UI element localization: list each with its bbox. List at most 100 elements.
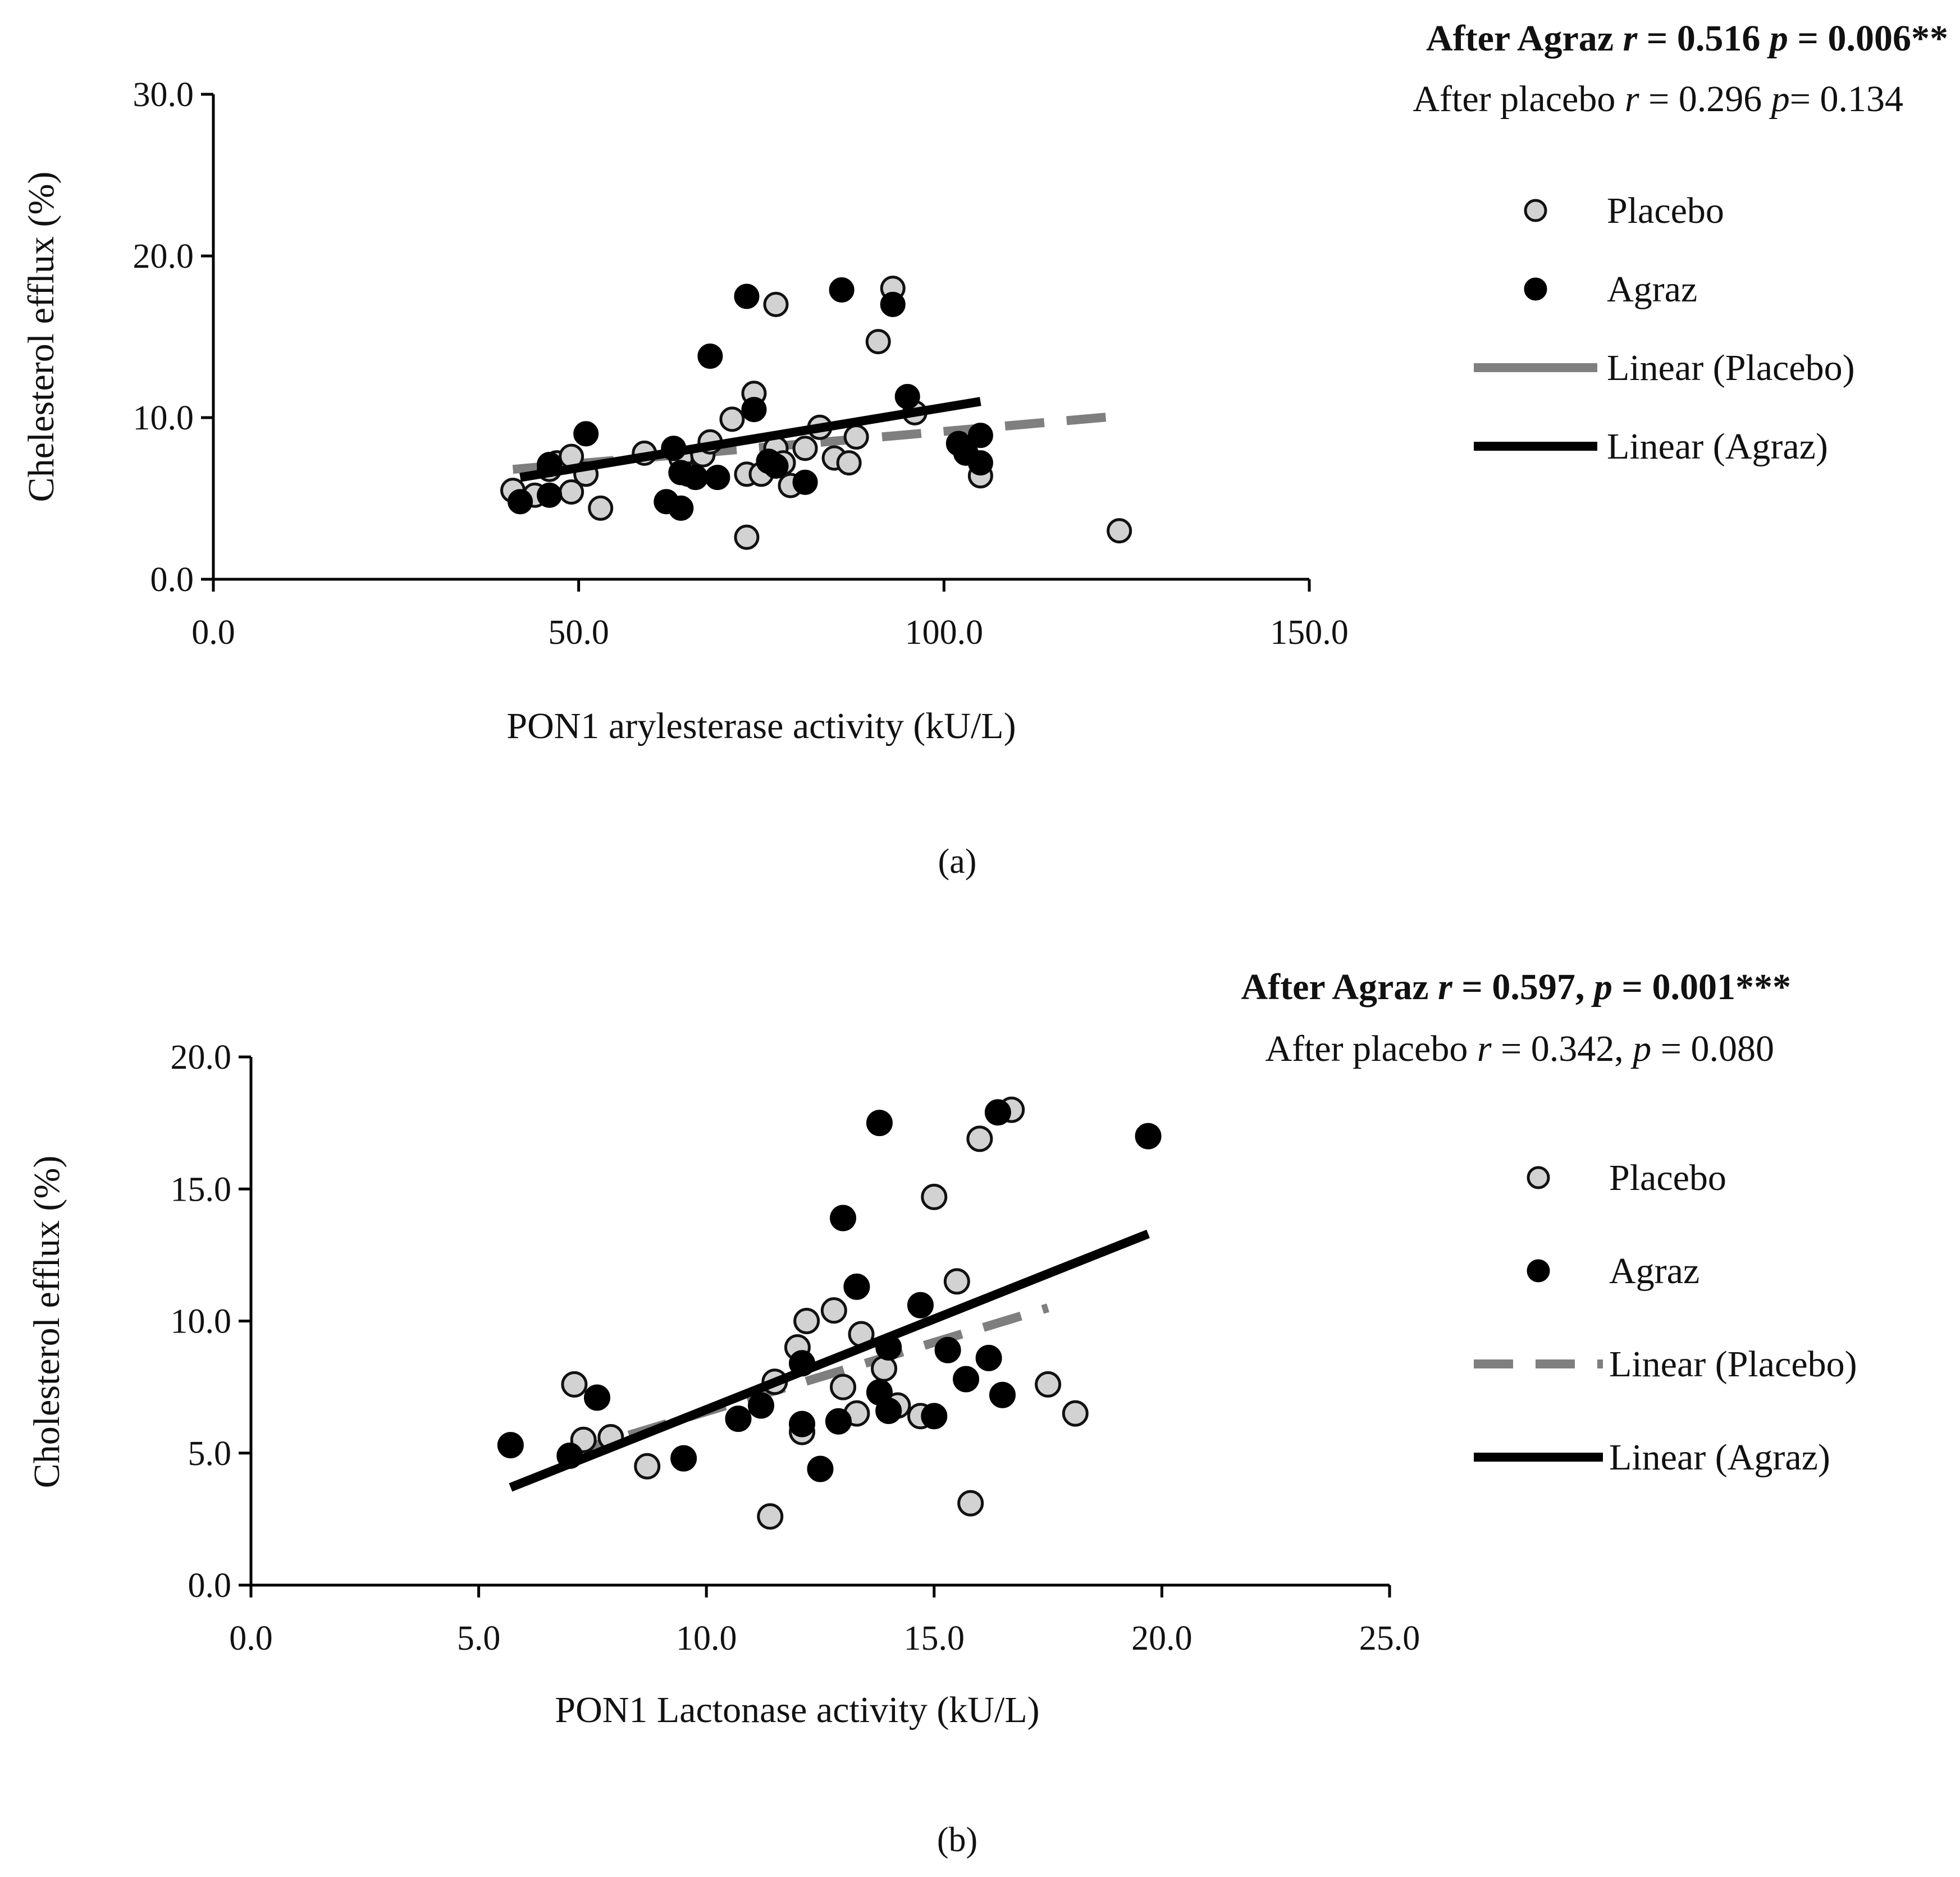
agraz-point-a: [734, 283, 760, 309]
placebo-point-b: [966, 1125, 993, 1152]
series-agraz-a: [508, 277, 993, 521]
placebo-point-a: [836, 450, 862, 476]
placebo-point-b: [1035, 1371, 1062, 1398]
agraz-point-a: [967, 450, 993, 476]
panel-label-a: (a): [938, 843, 977, 881]
x-tick-label-b: 20.0: [1131, 1619, 1193, 1658]
agraz-point-b: [934, 1336, 961, 1363]
agraz-point-b: [497, 1432, 524, 1459]
x-tick-label-b: 15.0: [904, 1619, 965, 1658]
trendline-placebo-a: [512, 411, 1120, 474]
placebo-point-b: [871, 1355, 898, 1382]
placebo-point-b: [634, 1453, 661, 1480]
y-tick-label-b: 15.0: [171, 1170, 232, 1208]
series-agraz-b: [497, 1099, 1162, 1482]
y-axis-label-b: Cholesterol efflux (%): [26, 1156, 67, 1489]
placebo-point-b: [561, 1371, 588, 1398]
legend-label-placebo-b: Placebo: [1609, 1157, 1726, 1198]
y-axis-label-a: Chelesterol efflux (%): [21, 172, 62, 502]
placebo-point-a: [843, 424, 869, 450]
legend-label-linear-agraz-b: Linear (Agraz): [1609, 1437, 1830, 1478]
agraz-point-a: [894, 384, 920, 410]
placebo-point-a: [865, 329, 891, 355]
agraz-point-a: [508, 489, 533, 515]
y-tick-label-a: 30.0: [133, 76, 194, 114]
x-tick-label-a: 0.0: [191, 614, 235, 652]
y-tick-label-a: 10.0: [133, 399, 194, 437]
y-tick-label-b: 10.0: [171, 1303, 232, 1341]
trendline-agraz-line-b: [509, 1229, 1150, 1492]
y-tick-label-b: 5.0: [188, 1435, 232, 1473]
placebo-point-b: [921, 1183, 948, 1210]
agraz-point-b: [825, 1408, 852, 1435]
x-tick-label-a: 100.0: [905, 614, 984, 652]
panel-label-b: (b): [937, 1821, 977, 1859]
stat-agraz-b: After Agraz r = 0.597, p = 0.001***: [1241, 967, 1791, 1008]
legend-label-linear-placebo-a: Linear (Placebo): [1607, 347, 1855, 388]
panel-a: After Agraz r = 0.516 p = 0.006** After …: [21, 18, 1948, 881]
agraz-point-a: [792, 469, 818, 495]
agraz-point-a: [829, 277, 855, 303]
agraz-point-b: [907, 1292, 934, 1319]
agraz-point-b: [921, 1403, 948, 1430]
y-tick-label-a: 0.0: [150, 561, 194, 599]
agraz-point-a: [537, 482, 563, 508]
stat-agraz-a: After Agraz r = 0.516 p = 0.006**: [1426, 18, 1948, 59]
placebo-point-a: [1107, 518, 1132, 544]
agraz-point-b: [843, 1273, 870, 1300]
agraz-point-b: [807, 1455, 834, 1482]
placebo-point-b: [793, 1308, 820, 1334]
placebo-point-a: [763, 291, 789, 317]
agraz-point-a: [573, 421, 599, 447]
agraz-point-a: [697, 344, 723, 369]
x-tick-label-a: 50.0: [548, 614, 609, 652]
trendline-agraz-a: [519, 397, 981, 482]
agraz-point-b: [989, 1381, 1016, 1408]
placebo-point-b: [1062, 1400, 1089, 1427]
placebo-point-b: [757, 1503, 784, 1530]
legend-b: Placebo Agraz Linear (Placebo) Linear (A…: [1474, 1157, 1857, 1478]
agraz-point-a: [763, 453, 789, 479]
x-tick-label-b: 5.0: [457, 1619, 501, 1658]
panel-b: After Agraz r = 0.597, p = 0.001*** Afte…: [26, 967, 1857, 1859]
placebo-point-b: [957, 1490, 984, 1517]
x-tick-label-b: 10.0: [676, 1619, 737, 1658]
agraz-point-b: [1135, 1123, 1162, 1150]
x-tick-label-b: 0.0: [229, 1619, 273, 1658]
trendline-agraz-b: [509, 1229, 1150, 1492]
agraz-point-b: [789, 1411, 816, 1437]
legend-label-linear-agraz-a: Linear (Agraz): [1607, 426, 1828, 467]
placebo-point-a: [588, 495, 614, 521]
series-placebo-a: [500, 276, 1132, 550]
agraz-point-b: [953, 1366, 980, 1393]
agraz-point-b: [984, 1099, 1011, 1126]
placebo-point-a: [792, 436, 818, 461]
legend-marker-agraz-a: [1524, 277, 1547, 301]
trendline-placebo-line-a: [512, 411, 1120, 474]
legend-a: Placebo Agraz Linear (Placebo) Linear (A…: [1474, 190, 1855, 467]
x-axis-label-b: PON1 Lactonase activity (kU/L): [555, 1690, 1039, 1730]
agraz-point-a: [705, 465, 730, 491]
legend-marker-placebo-b: [1527, 1166, 1550, 1189]
x-tick-label-b: 25.0: [1359, 1619, 1420, 1658]
agraz-point-a: [683, 465, 709, 491]
placebo-point-b: [830, 1374, 857, 1400]
agraz-point-b: [725, 1406, 752, 1432]
placebo-point-b: [943, 1268, 970, 1295]
placebo-point-a: [719, 406, 745, 432]
y-tick-label-a: 20.0: [133, 237, 194, 276]
agraz-point-b: [975, 1344, 1002, 1371]
legend-marker-agraz-b: [1527, 1259, 1550, 1283]
stat-placebo-a: After placebo r = 0.296 p= 0.134: [1413, 79, 1903, 120]
ticks-b: 0.0 5.0 10.0 15.0 20.0 0.0 5.0 10.0 15.0 20.0 25.0: [171, 1038, 1420, 1658]
placebo-point-b: [820, 1297, 847, 1324]
legend-marker-placebo-a: [1524, 199, 1547, 222]
agraz-point-a: [880, 291, 906, 317]
x-tick-label-a: 150.0: [1270, 614, 1349, 652]
ticks-a: 0.0 10.0 20.0 30.0 0.0 50.0 100.0 150.0: [133, 76, 1349, 652]
trendline-agraz-line-a: [519, 397, 981, 482]
x-axis-label-a: PON1 arylesterase activity (kU/L): [506, 706, 1016, 747]
legend-label-placebo-a: Placebo: [1607, 190, 1724, 231]
legend-label-linear-placebo-b: Linear (Placebo): [1609, 1344, 1857, 1385]
y-tick-label-b: 20.0: [171, 1038, 232, 1077]
